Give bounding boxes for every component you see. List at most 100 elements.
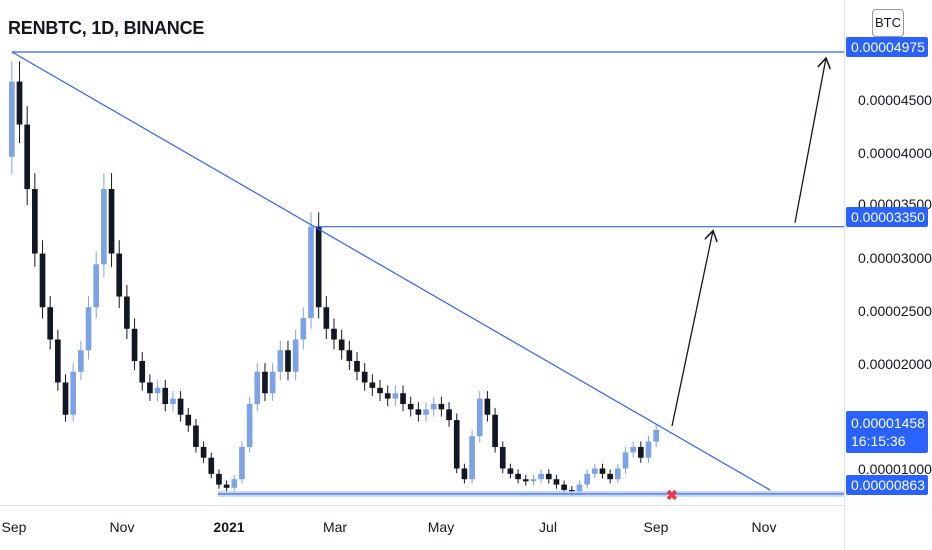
y-tick-label: 0.00003000 — [858, 250, 932, 266]
candle-body — [545, 473, 552, 480]
candle-body — [461, 468, 468, 480]
candle-body — [561, 484, 567, 490]
candle-body — [492, 414, 498, 447]
candle-body — [223, 484, 230, 488]
candle-body — [430, 403, 437, 410]
x-tick-label: Sep — [643, 519, 669, 535]
candle-body — [262, 371, 268, 394]
candle-body — [630, 446, 636, 453]
candle-body — [392, 393, 399, 399]
candle-body — [315, 226, 322, 308]
candle-body — [254, 371, 261, 404]
candle-body — [208, 457, 215, 474]
candle-body — [9, 81, 15, 157]
candle-body — [78, 350, 84, 372]
candle-body — [47, 307, 54, 340]
candle-body — [24, 124, 31, 190]
candle-body — [200, 446, 207, 458]
candle-body — [622, 452, 629, 469]
currency-selector[interactable]: BTC — [872, 9, 904, 37]
time-axis-divider — [0, 505, 844, 506]
candle-body — [93, 264, 100, 308]
current-price-label[interactable]: 0.00001458 16:15:36 — [846, 411, 928, 453]
x-tick-label: Nov — [109, 519, 135, 535]
candle-body — [576, 484, 583, 493]
candle-body — [131, 328, 138, 361]
candle-body — [108, 189, 115, 254]
candle-body — [530, 479, 537, 482]
candle-body — [584, 473, 590, 485]
y-tick-label: 0.00004000 — [858, 145, 932, 161]
x-tick-label: Nov — [751, 519, 777, 535]
candle-body — [515, 473, 521, 480]
candle-body — [323, 307, 330, 329]
candle-body — [407, 403, 414, 410]
projection-arrow-2 — [794, 58, 826, 223]
y-tick-label: 0.00002500 — [858, 303, 932, 319]
x-tick-label: Jul — [539, 519, 557, 535]
candle-body — [62, 382, 69, 415]
candle-body — [553, 479, 560, 485]
candle-body — [591, 468, 598, 474]
candle-body — [170, 398, 176, 404]
candle-body — [507, 468, 514, 474]
candle-body — [599, 468, 606, 474]
candle-body — [216, 473, 222, 485]
current-price-value: 0.00001458 — [851, 415, 925, 431]
candle-body — [39, 253, 46, 308]
candle-body — [538, 473, 544, 480]
candle-body — [16, 81, 23, 125]
chart-title: RENBTC, 1D, BINANCE — [8, 18, 205, 38]
candle-body — [70, 371, 77, 415]
candle-body — [55, 339, 61, 383]
level-price-label[interactable]: 0.00000863 — [846, 475, 928, 495]
candle-body — [32, 189, 38, 254]
candle-body — [116, 253, 123, 297]
level-price-label[interactable]: 0.00003350 — [846, 207, 928, 227]
candle-body — [415, 409, 422, 415]
candle-body — [124, 296, 130, 329]
candle-body — [193, 425, 199, 447]
candle-body — [277, 350, 284, 372]
candle-body — [147, 382, 153, 394]
bar-countdown: 16:15:36 — [851, 433, 906, 449]
candle-body — [269, 371, 276, 394]
candle-body — [637, 446, 644, 458]
candle-body — [453, 420, 460, 469]
candle-body — [354, 360, 360, 372]
candle-body — [308, 226, 314, 319]
candle-body — [139, 360, 146, 383]
candle-body — [338, 339, 345, 351]
candle-body — [446, 409, 452, 421]
candle-body — [369, 382, 376, 388]
candle-body — [246, 403, 253, 447]
y-tick-label: 0.00001000 — [858, 461, 932, 477]
candle-body — [377, 387, 383, 394]
level-price-label[interactable]: 0.00004975 — [846, 37, 928, 57]
descending-trendline — [11, 51, 771, 491]
candle-body — [522, 479, 529, 482]
candle-body — [177, 398, 184, 415]
candle-body — [331, 328, 337, 340]
candle-body — [645, 441, 652, 458]
candle-body — [476, 398, 483, 437]
candle-body — [292, 339, 299, 372]
y-tick-label: 0.00002000 — [858, 356, 932, 372]
candle-body — [499, 446, 506, 469]
candle-body — [400, 393, 406, 404]
candle-body — [231, 479, 238, 488]
x-tick-label: May — [427, 519, 455, 535]
candle-body — [162, 387, 169, 404]
x-tick-label: Sep — [1, 519, 27, 535]
candle-body — [85, 307, 92, 351]
projection-arrow-1 — [671, 231, 713, 427]
candle-body — [185, 414, 192, 426]
candle-body — [101, 189, 107, 265]
candle-body — [653, 429, 659, 442]
remove-drawing-icon[interactable]: ✖ — [666, 487, 678, 503]
candle-body — [469, 436, 475, 480]
candle-body — [154, 387, 161, 394]
candle-body — [423, 409, 429, 415]
candle-body — [484, 398, 491, 415]
